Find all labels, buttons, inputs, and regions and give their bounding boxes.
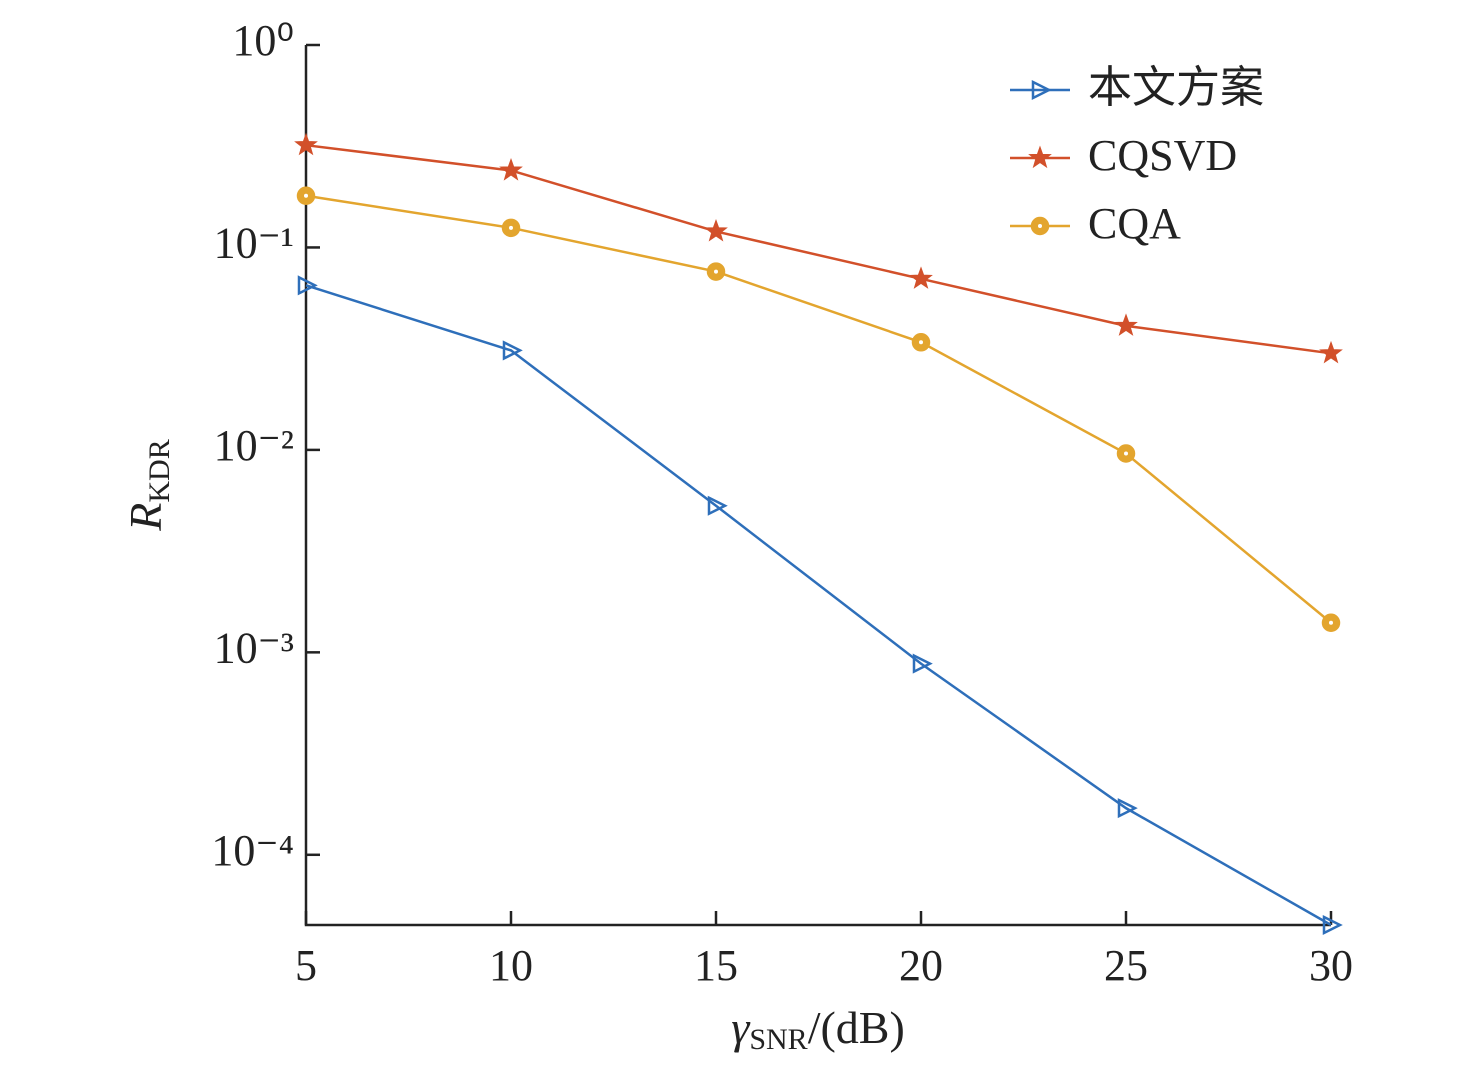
marker-center <box>1329 620 1333 625</box>
marker-center <box>919 340 923 345</box>
data-point <box>912 653 933 674</box>
legend-label: CQA <box>1088 199 1181 248</box>
data-point <box>1322 914 1343 936</box>
y-axis-label: RKDR <box>120 439 176 531</box>
x-tick-label: 30 <box>1309 941 1353 990</box>
y-label-main: R <box>120 503 171 532</box>
x-tick-label: 25 <box>1104 941 1148 990</box>
marker-center <box>304 193 308 198</box>
x-label-suffix: /(dB) <box>808 1002 905 1053</box>
data-point <box>704 218 728 242</box>
data-point <box>909 266 933 289</box>
data-point <box>294 132 318 156</box>
x-tick-label: 5 <box>295 941 317 990</box>
data-point <box>502 340 523 361</box>
legend-marker <box>1028 145 1052 169</box>
series-line <box>305 284 1332 927</box>
x-tick-label: 15 <box>694 941 738 990</box>
data-point <box>1114 313 1138 336</box>
x-label-sub: SNR <box>749 1023 807 1056</box>
y-tick-label: 10⁻² <box>214 421 294 470</box>
y-tick-label: 10⁻³ <box>214 623 294 672</box>
y-label-sub: KDR <box>143 439 176 502</box>
data-point <box>297 275 318 296</box>
x-label-main: γ <box>731 1002 751 1053</box>
y-tick-label: 10⁰ <box>232 16 294 65</box>
legend-marker <box>1031 79 1052 101</box>
series-line <box>305 143 1332 355</box>
x-axis-label: γSNR/(dB) <box>731 1002 905 1056</box>
marker-center <box>1124 451 1128 456</box>
series-line <box>305 194 1332 624</box>
y-tick-label: 10⁻⁴ <box>211 826 294 875</box>
data-point <box>1319 340 1343 364</box>
data-point <box>499 157 523 181</box>
data-point <box>707 495 728 516</box>
marker-center <box>1038 224 1042 228</box>
legend-label: CQSVD <box>1088 131 1237 180</box>
legend-label: 本文方案 <box>1088 63 1264 112</box>
x-tick-label: 10 <box>489 941 533 990</box>
y-tick-label: 10⁻¹ <box>214 219 294 268</box>
x-tick-label: 20 <box>899 941 943 990</box>
marker-center <box>509 225 513 230</box>
marker-center <box>714 269 718 274</box>
data-point <box>1117 798 1138 819</box>
